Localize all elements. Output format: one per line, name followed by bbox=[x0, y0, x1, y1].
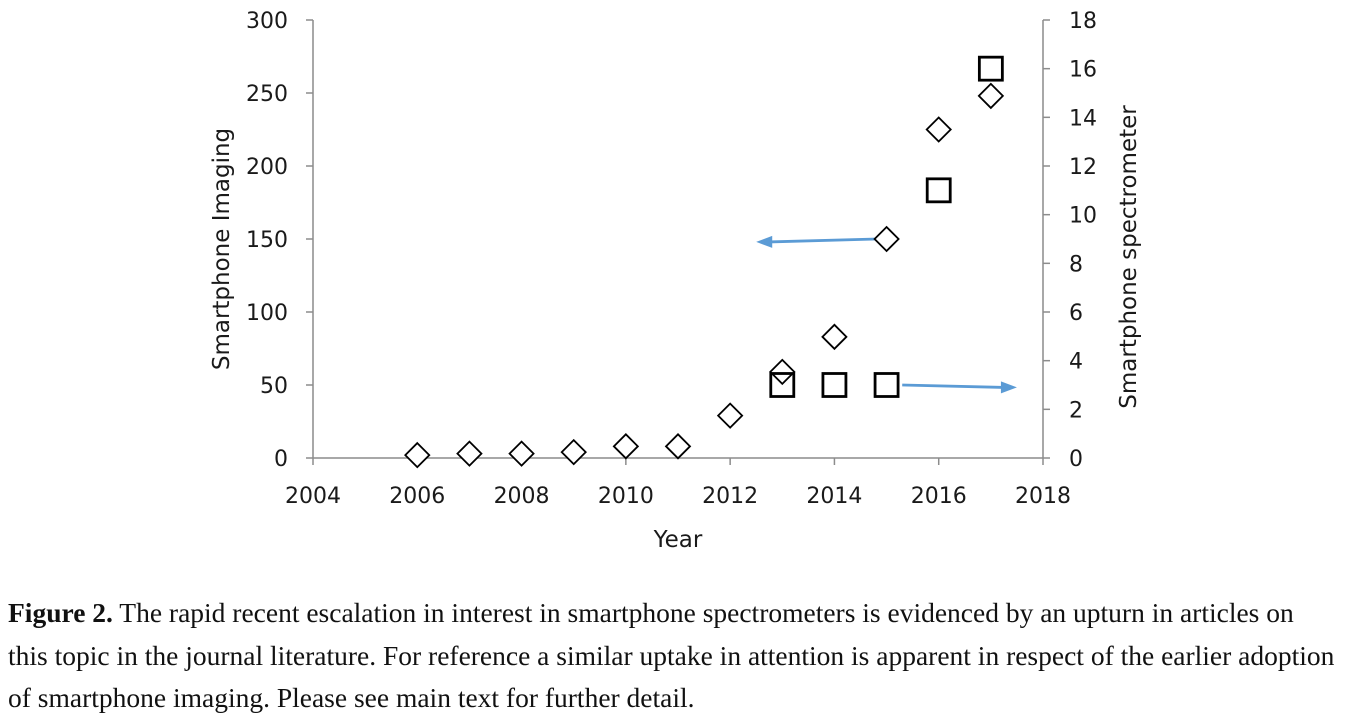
x-tick-label: 2004 bbox=[285, 484, 341, 509]
right-y-tick-label: 0 bbox=[1069, 447, 1083, 472]
imaging-point bbox=[404, 441, 431, 469]
left-y-tick-label: 300 bbox=[246, 9, 288, 34]
x-tick-label: 2018 bbox=[1015, 484, 1071, 509]
annotation-arrows bbox=[756, 235, 1017, 394]
caption-label: Figure 2. bbox=[8, 597, 113, 628]
arrow-shaft bbox=[768, 237, 877, 244]
data-points bbox=[404, 55, 1005, 469]
left-y-tick-label: 250 bbox=[246, 82, 288, 107]
tick-labels: 2004 2006 2008 2010 2012 2014 2016 201805010015… bbox=[246, 9, 1097, 509]
annotation-arrow-right bbox=[902, 381, 1017, 394]
x-tick-label: 2008 bbox=[494, 484, 550, 509]
imaging-point bbox=[612, 433, 640, 460]
axes bbox=[306, 19, 1050, 465]
right-y-tick-label: 12 bbox=[1069, 155, 1097, 180]
dual-axis-scatter-chart: 2004 2006 2008 2010 2012 2014 2016 201805010015… bbox=[209, 9, 1142, 553]
imaging-point bbox=[873, 225, 900, 253]
imaging-point bbox=[925, 116, 952, 143]
imaging-point bbox=[716, 402, 744, 429]
imaging-point bbox=[456, 440, 483, 467]
imaging-point bbox=[977, 82, 1005, 110]
spectrometer-point bbox=[769, 372, 796, 398]
spectrometer-point bbox=[977, 55, 1004, 82]
left-y-tick-label: 150 bbox=[246, 228, 288, 253]
imaging-point bbox=[769, 358, 796, 386]
caption-text: The rapid recent escalation in interest … bbox=[8, 597, 1335, 713]
left-y-tick-label: 0 bbox=[274, 447, 288, 472]
spectrometer-point bbox=[821, 372, 848, 398]
x-tick-label: 2006 bbox=[389, 484, 445, 509]
x-tick-label: 2016 bbox=[911, 484, 967, 509]
x-tick-label: 2010 bbox=[598, 484, 654, 509]
imaging-point bbox=[508, 440, 535, 467]
right-y-tick-label: 6 bbox=[1069, 301, 1083, 326]
imaging-point bbox=[821, 323, 848, 351]
right-y-tick-label: 4 bbox=[1069, 350, 1083, 375]
imaging-point bbox=[664, 433, 692, 460]
left-y-tick-label: 50 bbox=[260, 374, 288, 399]
annotation-arrow-left bbox=[756, 235, 877, 248]
imaging-point bbox=[560, 438, 587, 466]
x-tick-label: 2012 bbox=[702, 484, 758, 509]
left-y-tick-label: 100 bbox=[246, 301, 288, 326]
spectrometer-point bbox=[873, 372, 900, 398]
arrow-head bbox=[1000, 381, 1017, 394]
right-y-tick-label: 8 bbox=[1069, 252, 1083, 277]
x-axis-title: Year bbox=[653, 527, 703, 553]
right-y-tick-label: 2 bbox=[1069, 398, 1083, 423]
spectrometer-point bbox=[925, 177, 952, 204]
arrow-shaft bbox=[902, 383, 1005, 389]
left-y-tick-label: 200 bbox=[246, 155, 288, 180]
x-tick-label: 2014 bbox=[806, 484, 862, 509]
figure-caption: Figure 2. The rapid recent escalation in… bbox=[8, 592, 1338, 720]
right-y-tick-label: 10 bbox=[1069, 204, 1097, 229]
right-y-axis-title: Smartphone spectrometer bbox=[1116, 105, 1142, 409]
right-y-tick-label: 16 bbox=[1069, 58, 1097, 83]
arrow-head bbox=[756, 235, 773, 248]
right-y-tick-label: 14 bbox=[1069, 106, 1097, 131]
right-y-tick-label: 18 bbox=[1069, 9, 1097, 34]
left-y-axis-title: Smartphone Imaging bbox=[209, 128, 235, 370]
